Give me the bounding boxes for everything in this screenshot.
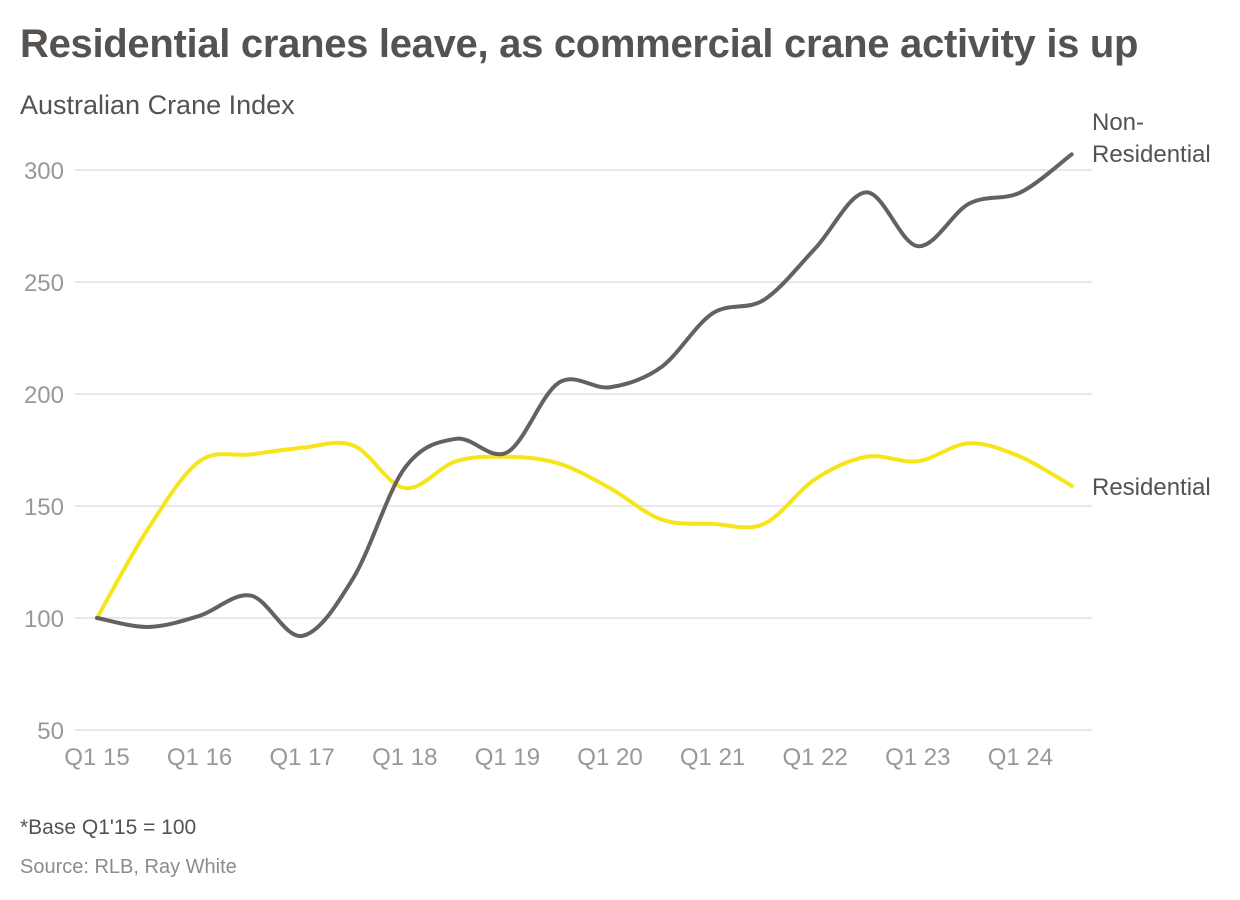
chart-title: Residential cranes leave, as commercial …: [20, 22, 1139, 66]
x-tick-label: Q1 19: [475, 744, 540, 771]
series-lines: [95, 152, 1074, 638]
series-line-non-residential: [95, 152, 1074, 638]
x-tick-label: Q1 21: [680, 744, 745, 771]
gridlines: [75, 169, 1092, 731]
x-tick-label: Q1 24: [988, 744, 1053, 771]
chart-footnote: *Base Q1'15 = 100: [20, 816, 197, 839]
y-tick-label: 250: [24, 270, 64, 297]
chart-subtitle: Australian Crane Index: [20, 90, 295, 120]
x-tick-label: Q1 16: [167, 744, 232, 771]
series-label-non-residential: Residential: [1092, 141, 1211, 168]
x-tick-label: Q1 15: [64, 744, 129, 771]
x-tick-label: Q1 22: [783, 744, 848, 771]
series-labels: Non- Residential Residential: [1092, 109, 1211, 501]
x-axis-ticks: Q1 15 Q1 16 Q1 17 Q1 18 Q1 19 Q1 20 Q1 21 Q1 22…: [64, 744, 1053, 771]
x-tick-label: Q1 20: [577, 744, 642, 771]
x-tick-label: Q1 23: [885, 744, 950, 771]
y-axis-ticks: 50 100 150 200 250 300: [24, 158, 64, 745]
y-tick-label: 200: [24, 382, 64, 409]
series-label-residential: Residential: [1092, 474, 1211, 501]
y-tick-label: 150: [24, 494, 64, 521]
series-line-residential: [95, 440, 1074, 620]
y-tick-label: 50: [37, 718, 64, 745]
chart-source: Source: RLB, Ray White: [20, 856, 237, 878]
x-tick-label: Q1 18: [372, 744, 437, 771]
y-tick-label: 100: [24, 606, 64, 633]
x-tick-label: Q1 17: [270, 744, 335, 771]
series-label-non-residential: Non-: [1092, 109, 1144, 136]
y-tick-label: 300: [24, 158, 64, 185]
